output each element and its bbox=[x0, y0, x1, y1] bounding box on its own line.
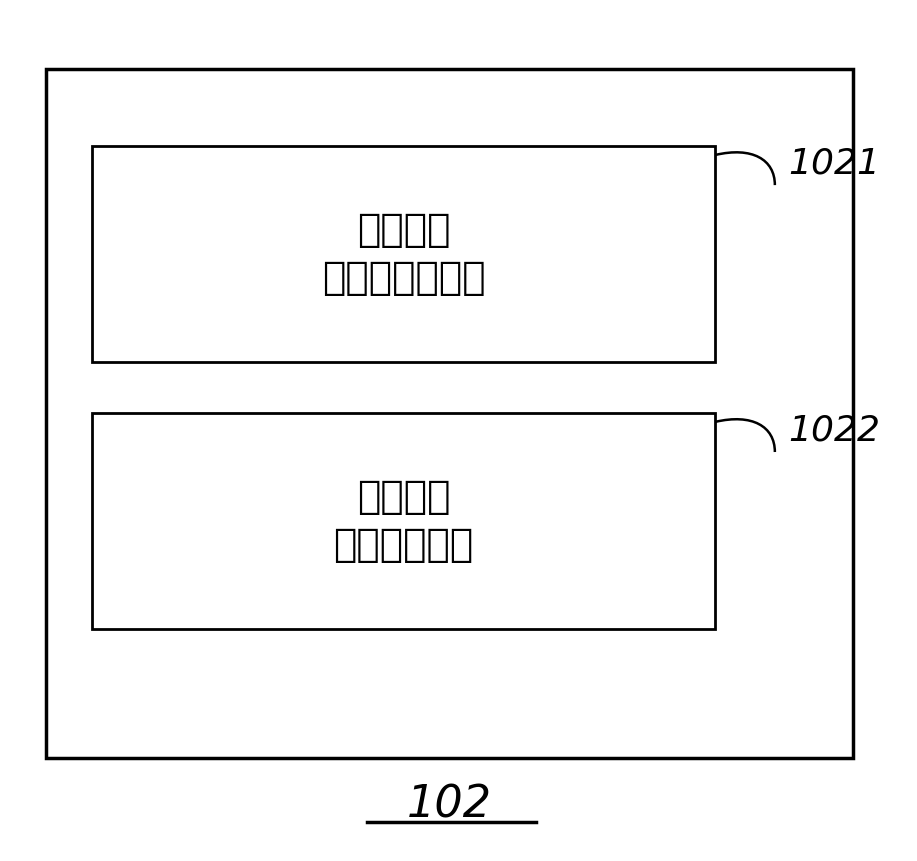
Text: 1021: 1021 bbox=[789, 146, 880, 181]
FancyBboxPatch shape bbox=[92, 413, 715, 629]
Text: 1022: 1022 bbox=[789, 413, 880, 448]
Text: 模拟单元: 模拟单元 bbox=[357, 211, 450, 250]
FancyBboxPatch shape bbox=[46, 69, 853, 758]
Text: 102: 102 bbox=[407, 784, 492, 827]
Text: 充电桩通信信号: 充电桩通信信号 bbox=[322, 258, 485, 297]
Text: 车辆通信信号: 车辆通信信号 bbox=[334, 525, 473, 564]
Text: 模拟单元: 模拟单元 bbox=[357, 478, 450, 517]
FancyBboxPatch shape bbox=[92, 146, 715, 362]
